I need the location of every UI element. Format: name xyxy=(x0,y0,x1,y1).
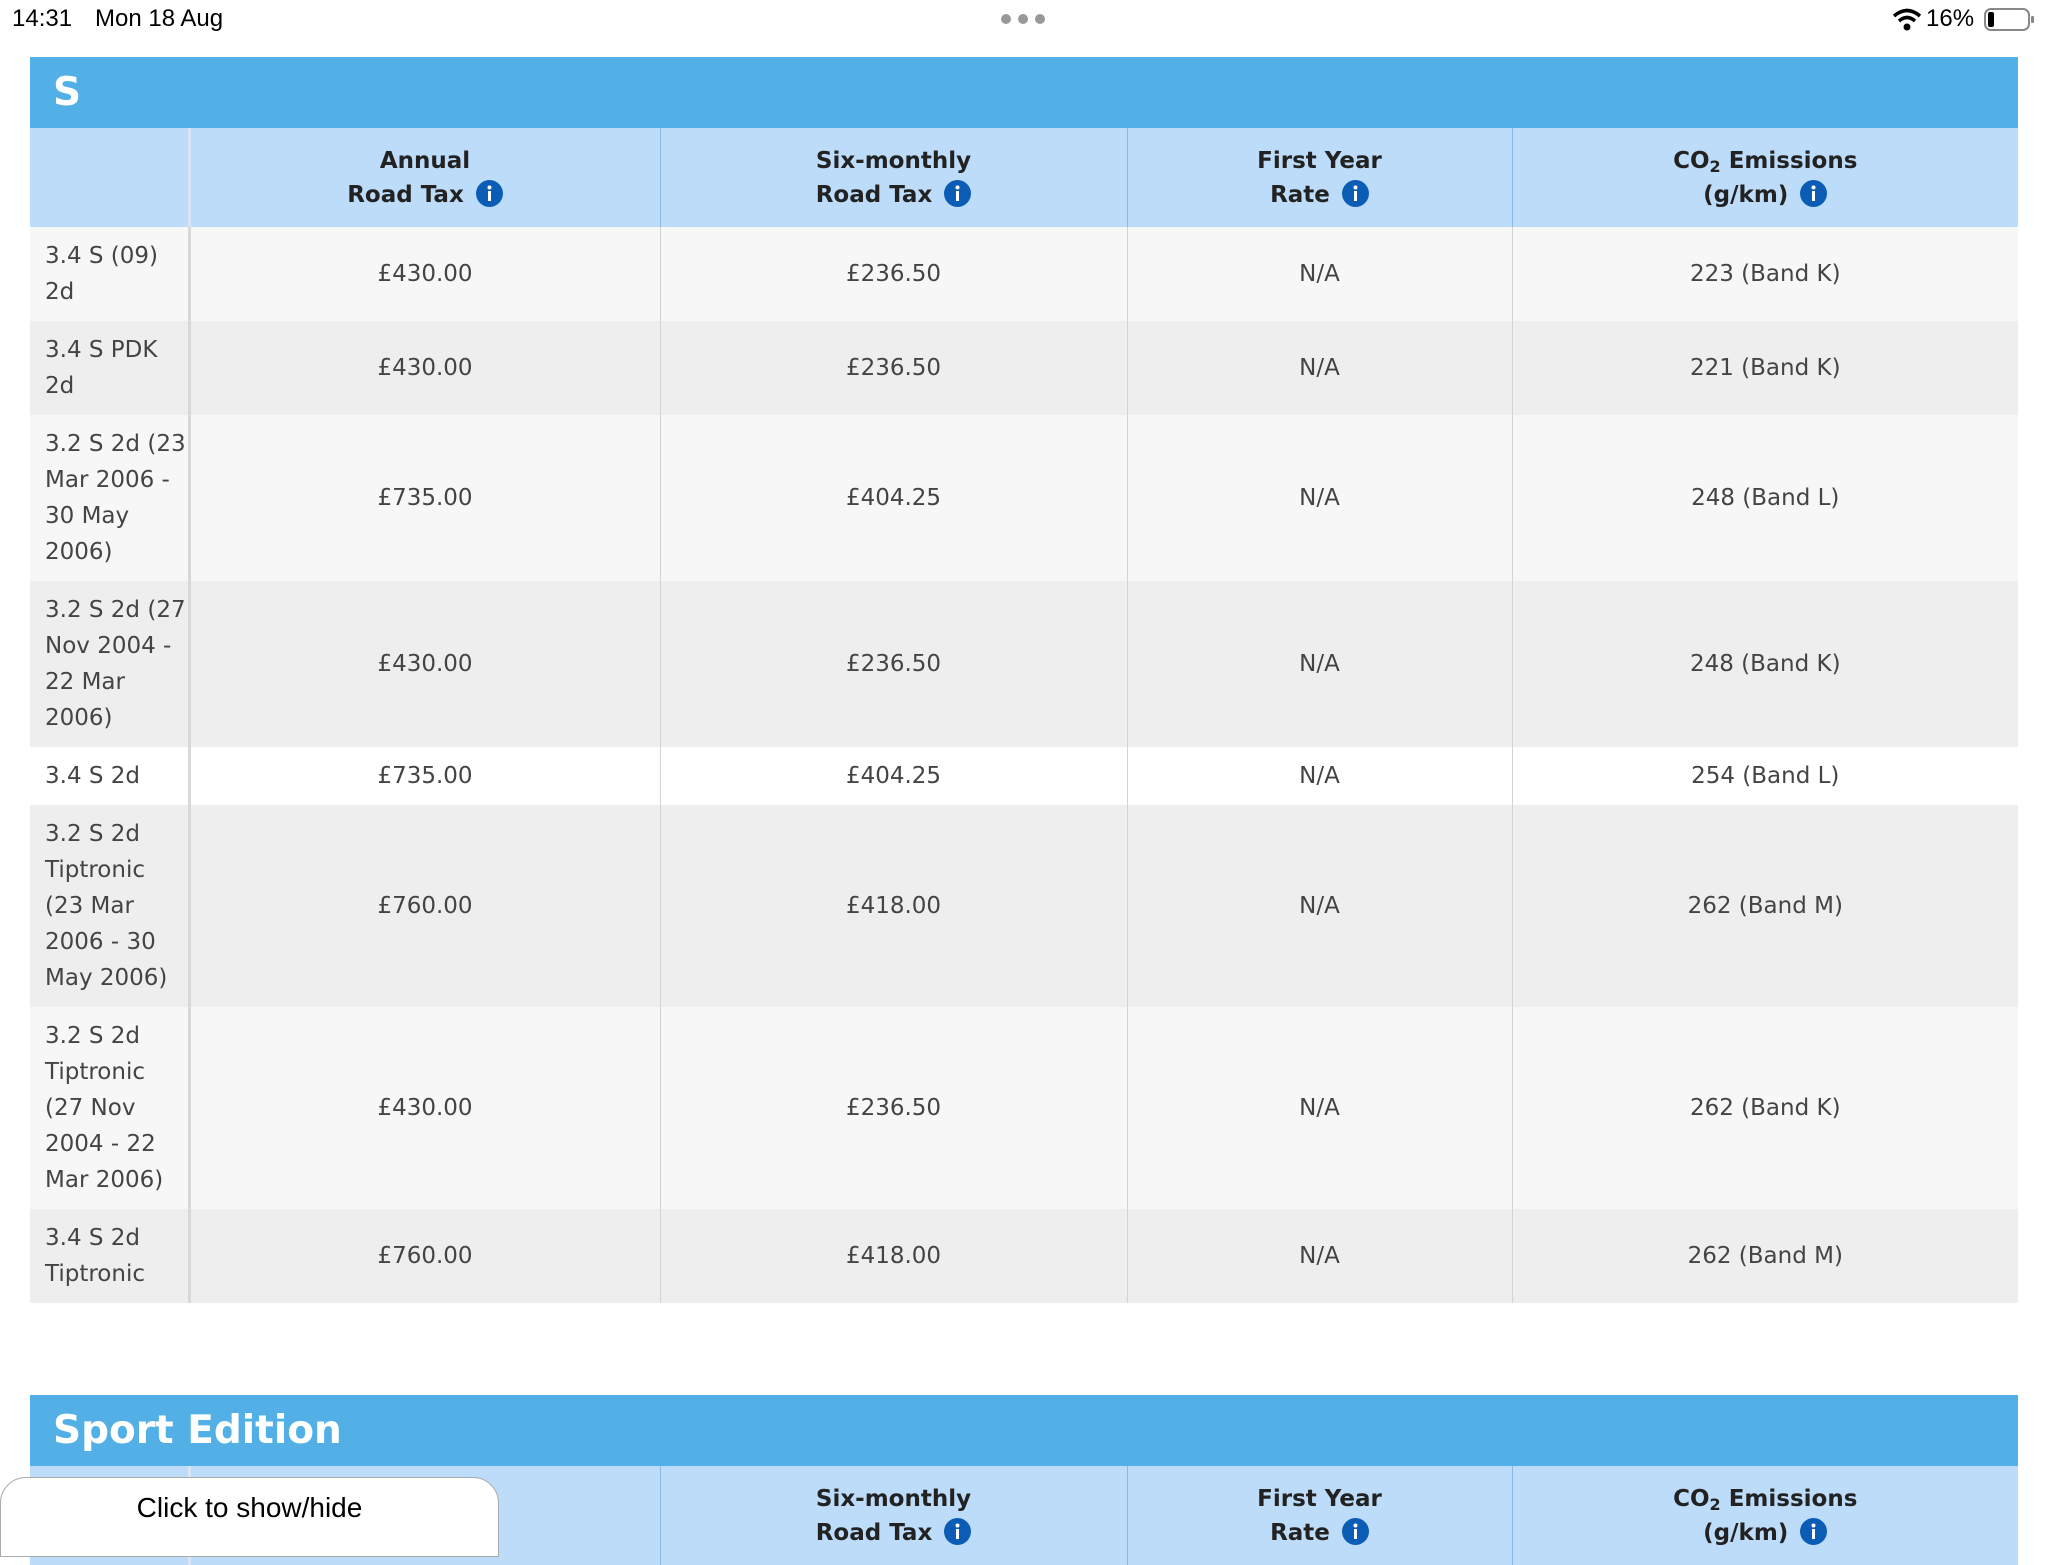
table-row: 3.4 S (09) 2d £430.00 £236.50 N/A 223 (Band … xyxy=(30,227,2018,321)
value-cell: £430.00 xyxy=(188,1007,660,1209)
value-cell: £236.50 xyxy=(659,227,1127,321)
value-cell: 254 (Band L) xyxy=(1511,747,2018,805)
header-line: Rate xyxy=(1270,1519,1330,1546)
info-icon[interactable] xyxy=(944,179,972,207)
model-cell: 3.4 S PDK 2d xyxy=(30,321,191,415)
value-cell: N/A xyxy=(1126,321,1512,415)
value-cell: 221 (Band K) xyxy=(1511,321,2018,415)
value-cell: 248 (Band K) xyxy=(1511,581,2018,747)
table-row: 3.2 S 2d Tiptronic (23 Mar 2006 - 30 May… xyxy=(30,805,2018,1007)
value-cell: 262 (Band M) xyxy=(1511,1209,2018,1303)
value-cell: 223 (Band K) xyxy=(1511,227,2018,321)
status-date: Mon 18 Aug xyxy=(95,5,224,32)
header-cell: Six-monthly Road Tax xyxy=(659,1466,1127,1565)
info-icon[interactable] xyxy=(1341,1517,1369,1545)
value-cell: £430.00 xyxy=(188,321,660,415)
table-body: 3.4 S (09) 2d £430.00 £236.50 N/A 223 (Band … xyxy=(30,227,2018,1303)
value-cell: N/A xyxy=(1126,805,1512,1007)
header-line: First Year xyxy=(1257,1485,1382,1512)
battery-percent: 16% xyxy=(1926,5,1975,32)
info-icon[interactable] xyxy=(944,1517,972,1545)
model-cell: 3.2 S 2d Tiptronic (27 Nov 2004 - 22 Mar… xyxy=(30,1007,191,1209)
model-cell: 3.4 S 2d xyxy=(30,747,191,805)
value-cell: £236.50 xyxy=(659,581,1127,747)
value-cell: £760.00 xyxy=(188,1209,660,1303)
table-row: 3.2 S 2d Tiptronic (27 Nov 2004 - 22 Mar… xyxy=(30,1007,2018,1209)
table-row: 3.4 S 2d Tiptronic £760.00 £418.00 N/A 262 (… xyxy=(30,1209,2018,1303)
value-cell: £418.00 xyxy=(659,1209,1127,1303)
header-line: Road Tax xyxy=(347,181,464,208)
value-cell: £760.00 xyxy=(188,805,660,1007)
header-cell: First Year Rate xyxy=(1126,128,1512,227)
header-line: Annual xyxy=(379,147,471,174)
value-cell: £236.50 xyxy=(659,1007,1127,1209)
info-icon[interactable] xyxy=(1800,179,1828,207)
section-title: Sport Edition xyxy=(30,1395,2018,1466)
model-cell: 3.4 S 2d Tiptronic xyxy=(30,1209,191,1303)
value-cell: £735.00 xyxy=(188,415,660,581)
model-cell: 3.4 S (09) 2d xyxy=(30,227,191,321)
header-cell: First Year Rate xyxy=(1126,1466,1512,1565)
section-title: S xyxy=(30,57,2018,128)
header-cell: Six-monthly Road Tax xyxy=(659,128,1127,227)
value-cell: £418.00 xyxy=(659,805,1127,1007)
header-line: (g/km) xyxy=(1703,1519,1789,1546)
table-row: 3.2 S 2d (23 Mar 2006 - 30 May 2006) £735… xyxy=(30,415,2018,581)
status-time: 14:31 xyxy=(12,5,73,32)
value-cell: £236.50 xyxy=(659,321,1127,415)
table-row: 3.4 S PDK 2d £430.00 £236.50 N/A 221 (Band K… xyxy=(30,321,2018,415)
header-row: Annual Road Tax Six-monthly Road Tax First Y… xyxy=(30,128,2018,227)
value-cell: 262 (Band M) xyxy=(1511,805,2018,1007)
table-row: 3.2 S 2d (27 Nov 2004 - 22 Mar 2006) £430… xyxy=(30,581,2018,747)
multitask-dots xyxy=(1001,14,1045,24)
info-icon[interactable] xyxy=(1341,179,1369,207)
header-cell: CO2 Emissions (g/km) xyxy=(1511,128,2018,227)
header-line: Road Tax xyxy=(815,1519,933,1546)
header-line: (g/km) xyxy=(1703,181,1789,208)
value-cell: N/A xyxy=(1126,227,1512,321)
tax-table: Annual Road Tax Six-monthly Road Tax First Y… xyxy=(30,128,2018,1303)
header-line: Rate xyxy=(1270,181,1330,208)
table-section: S Annual Road Tax Six-monthly Road Tax First … xyxy=(30,57,2018,1303)
table-head: Annual Road Tax Six-monthly Road Tax First Y… xyxy=(30,128,2018,227)
table-row: 3.4 S 2d £735.00 £404.25 N/A 254 (Band L) xyxy=(30,747,2018,805)
header-line: CO2 Emissions xyxy=(1673,147,1858,176)
header-line: Road Tax xyxy=(815,181,933,208)
battery-icon xyxy=(1984,8,2034,31)
value-cell: £430.00 xyxy=(188,581,660,747)
header-line: Six-monthly xyxy=(815,1485,972,1512)
header-cell xyxy=(30,128,191,227)
info-icon[interactable] xyxy=(475,179,503,207)
header-line: First Year xyxy=(1257,147,1382,174)
value-cell: N/A xyxy=(1126,581,1512,747)
value-cell: N/A xyxy=(1126,1209,1512,1303)
model-cell: 3.2 S 2d (23 Mar 2006 - 30 May 2006) xyxy=(30,415,191,581)
value-cell: 248 (Band L) xyxy=(1511,415,2018,581)
header-line: Six-monthly xyxy=(815,147,972,174)
header-cell: Annual Road Tax xyxy=(188,128,660,227)
info-icon[interactable] xyxy=(1800,1517,1828,1545)
model-cell: 3.2 S 2d (27 Nov 2004 - 22 Mar 2006) xyxy=(30,581,191,747)
value-cell: £404.25 xyxy=(659,415,1127,581)
value-cell: N/A xyxy=(1126,415,1512,581)
show-hide-toggle[interactable]: Click to show/hide xyxy=(0,1477,499,1557)
header-line: CO2 Emissions xyxy=(1673,1485,1858,1514)
header-cell: CO2 Emissions (g/km) xyxy=(1511,1466,2018,1565)
value-cell: £735.00 xyxy=(188,747,660,805)
value-cell: N/A xyxy=(1126,1007,1512,1209)
value-cell: N/A xyxy=(1126,747,1512,805)
model-cell: 3.2 S 2d Tiptronic (23 Mar 2006 - 30 May… xyxy=(30,805,191,1007)
wifi-icon xyxy=(1892,8,1922,31)
value-cell: £430.00 xyxy=(188,227,660,321)
value-cell: £404.25 xyxy=(659,747,1127,805)
value-cell: 262 (Band K) xyxy=(1511,1007,2018,1209)
